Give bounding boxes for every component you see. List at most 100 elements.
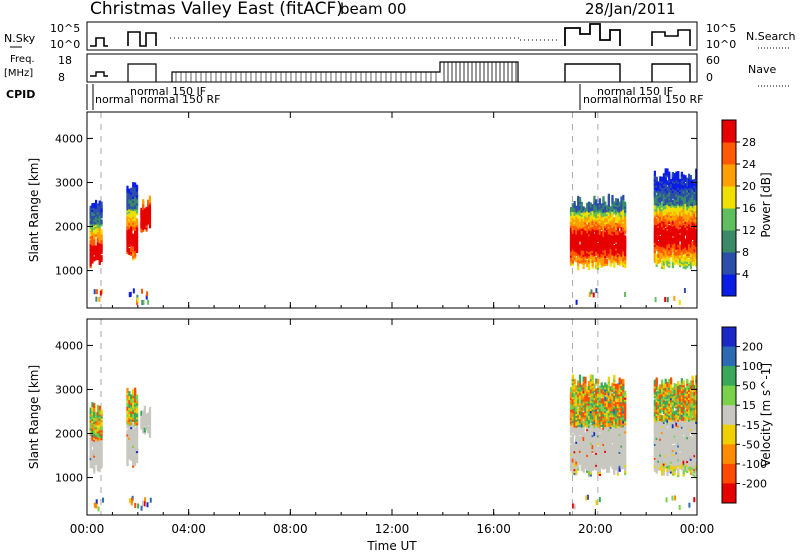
nsky-traces bbox=[90, 23, 691, 47]
range-gate-cell bbox=[660, 246, 664, 252]
range-gate-cell bbox=[659, 251, 662, 257]
range-gate-cell bbox=[580, 428, 583, 434]
range-gate-cell bbox=[147, 299, 150, 305]
range-gate-cell bbox=[620, 200, 623, 206]
range-gate-cell bbox=[655, 194, 658, 200]
colorbar-tick-label: 20 bbox=[742, 180, 756, 193]
range-gate-cell bbox=[671, 263, 674, 269]
range-gate-cell bbox=[665, 497, 668, 503]
range-gate-cell bbox=[613, 221, 616, 227]
range-gate-cell bbox=[673, 206, 676, 212]
range-gate-cell bbox=[611, 428, 614, 434]
colorbar-segment bbox=[722, 120, 736, 143]
range-gate-cell bbox=[673, 295, 676, 301]
velocity-colorbar-label: Velocity [m s^-1] bbox=[759, 363, 773, 467]
range-gate-cell bbox=[580, 205, 583, 211]
range-gate-cell bbox=[569, 436, 573, 442]
range-gate-cell bbox=[695, 231, 698, 237]
range-gate-cell bbox=[622, 256, 625, 262]
range-gate-cell bbox=[577, 441, 580, 447]
range-gate-cell bbox=[600, 203, 603, 209]
range-gate-cell bbox=[93, 208, 96, 214]
range-gate-cell bbox=[130, 237, 133, 243]
range-gate-cell bbox=[602, 196, 605, 202]
range-gate-cell bbox=[680, 191, 683, 197]
range-gate-cell bbox=[593, 233, 596, 239]
range-gate-cell bbox=[680, 378, 683, 384]
range-gate-cell bbox=[675, 383, 678, 389]
range-gate-cell bbox=[609, 416, 612, 422]
range-gate-cell bbox=[613, 463, 616, 469]
range-gate-cell bbox=[89, 437, 92, 443]
range-gate-cell bbox=[691, 409, 694, 415]
range-gate-cell bbox=[660, 176, 664, 182]
range-gate-cell bbox=[586, 447, 589, 453]
range-gate-cell bbox=[677, 171, 680, 177]
range-gate-cell bbox=[126, 195, 129, 201]
range-gate-cell bbox=[596, 258, 600, 264]
range-gate-cell bbox=[680, 211, 683, 217]
range-gate-cell bbox=[673, 444, 676, 450]
range-gate-cell bbox=[613, 244, 616, 250]
colorbar-tick-label: -50 bbox=[742, 438, 760, 451]
range-gate-cell bbox=[657, 386, 660, 392]
range-gate-cell bbox=[609, 455, 612, 461]
range-gate-cell bbox=[615, 441, 618, 447]
colorbar-tick-label: 100 bbox=[742, 360, 763, 373]
range-gate-cell bbox=[89, 245, 92, 251]
colorbar-segment bbox=[722, 405, 736, 426]
range-gate-cell bbox=[677, 386, 680, 392]
range-gate-cell bbox=[664, 243, 667, 249]
range-gate-cell bbox=[671, 219, 674, 225]
range-gate-cell bbox=[674, 495, 677, 501]
colorbar-tick-label: 16 bbox=[742, 202, 756, 215]
x-tick-label: 20:00 bbox=[578, 522, 613, 536]
range-gate-cell bbox=[582, 412, 585, 418]
range-gate-cell bbox=[675, 387, 678, 393]
range-gate-cell bbox=[578, 197, 582, 203]
range-gate-cell bbox=[91, 203, 94, 209]
range-gate-cell bbox=[671, 193, 674, 199]
range-gate-cell bbox=[678, 452, 682, 458]
range-gate-cell bbox=[128, 198, 131, 204]
range-gate-cell bbox=[611, 464, 614, 470]
range-gate-cell bbox=[689, 435, 692, 441]
range-gate-cell bbox=[577, 449, 580, 455]
range-gate-cell bbox=[143, 208, 146, 214]
range-gate-cell bbox=[96, 404, 100, 410]
range-gate-cell bbox=[684, 183, 687, 189]
range-gate-cell bbox=[666, 255, 669, 261]
range-gate-cell bbox=[655, 391, 658, 397]
y-tick-label: 4000 bbox=[55, 339, 83, 352]
velocity-data-marks bbox=[89, 319, 698, 515]
range-gate-cell bbox=[128, 444, 131, 450]
range-gate-cell bbox=[668, 225, 671, 231]
range-gate-cell bbox=[659, 445, 662, 451]
range-gate-cell bbox=[93, 248, 96, 254]
range-gate-cell bbox=[578, 398, 582, 404]
range-gate-cell bbox=[682, 435, 685, 441]
range-gate-cell bbox=[580, 219, 583, 225]
range-gate-cell bbox=[130, 394, 133, 400]
range-gate-cell bbox=[569, 412, 573, 418]
range-gate-cell bbox=[668, 215, 671, 221]
range-gate-cell bbox=[653, 405, 656, 411]
range-gate-cell bbox=[145, 294, 148, 300]
range-gate-cell bbox=[96, 464, 100, 470]
range-gate-cell bbox=[691, 260, 694, 266]
range-gate-cell bbox=[675, 409, 678, 415]
range-gate-cell bbox=[573, 442, 576, 448]
range-gate-cell bbox=[659, 184, 662, 190]
range-gate-cell bbox=[600, 416, 603, 422]
range-gate-cell bbox=[134, 447, 137, 453]
range-gate-cell bbox=[100, 255, 103, 261]
range-gate-cell bbox=[689, 260, 692, 266]
range-gate-cell bbox=[132, 288, 135, 294]
range-gate-cell bbox=[98, 226, 101, 232]
range-gate-cell bbox=[591, 214, 594, 220]
range-gate-cell bbox=[682, 459, 685, 465]
range-gate-cell bbox=[668, 382, 671, 388]
range-gate-cell bbox=[655, 385, 658, 391]
